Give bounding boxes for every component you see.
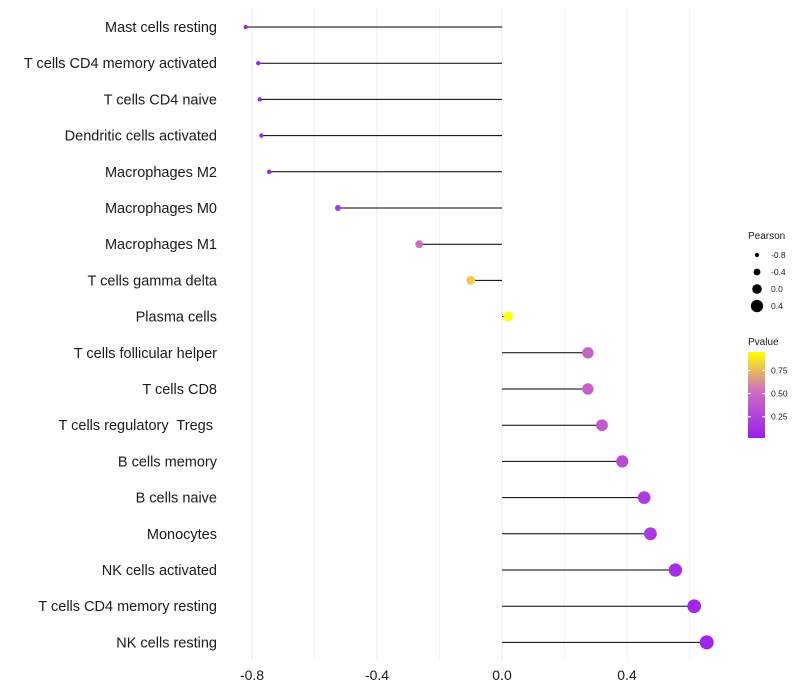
- category-labels: Mast cells resting T cells CD4 memory act…: [24, 20, 218, 651]
- point-t-cells-regulatory-tregs: [596, 419, 608, 432]
- point-t-cells-cd4-naive: [257, 97, 262, 102]
- pearson-legend-label: -0.8: [771, 250, 786, 260]
- point-dendritic-cells-activated: [259, 133, 264, 138]
- lollipop-stems: [245, 26, 707, 643]
- pvalue-legend-label: 0.75: [771, 365, 788, 375]
- category-label: Monocytes: [147, 527, 217, 543]
- point-macrophages-m1: [415, 240, 424, 249]
- category-label: T cells regulatory Tregs: [59, 418, 218, 434]
- point-b-cells-memory: [616, 455, 629, 468]
- pearson-legend-key: [753, 268, 761, 276]
- x-axis-tick-labels: -0.8 -0.4 0.0 0.4: [240, 667, 637, 683]
- category-label: T cells CD4 memory activated: [24, 56, 217, 72]
- pearson-legend-key: [752, 284, 762, 294]
- pearson-legend-label: 0.0: [771, 284, 783, 294]
- category-label: T cells CD4 memory resting: [38, 599, 217, 615]
- category-label: Plasma cells: [136, 310, 217, 326]
- category-label: T cells follicular helper: [74, 346, 217, 362]
- point-nk-cells-activated: [668, 563, 683, 577]
- point-b-cells-naive: [637, 491, 651, 504]
- point-t-cells-cd4-memory-resting: [687, 599, 702, 614]
- category-label: T cells CD4 naive: [104, 92, 217, 108]
- grid-lines: [251, 8, 690, 660]
- pvalue-legend-label: 0.50: [771, 389, 788, 399]
- category-label: B cells memory: [118, 454, 218, 470]
- category-label: NK cells resting: [116, 635, 217, 651]
- pearson-legend-label: -0.4: [771, 267, 786, 277]
- point-monocytes: [644, 527, 657, 541]
- x-tick-label: 0.4: [617, 667, 637, 683]
- pearson-legend-key: [750, 299, 764, 313]
- pvalue-legend-title: Pvalue: [748, 337, 779, 348]
- category-label: Macrophages M2: [105, 165, 217, 181]
- category-label: Macrophages M1: [105, 237, 217, 253]
- point-nk-cells-resting: [699, 635, 714, 650]
- point-macrophages-m2: [266, 169, 272, 175]
- pearson-legend-label: 0.4: [771, 301, 783, 311]
- point-plasma-cells: [503, 311, 514, 322]
- pvalue-colorbar: [748, 352, 765, 438]
- category-label: Dendritic cells activated: [65, 129, 217, 145]
- category-label: B cells naive: [136, 491, 217, 507]
- category-label: T cells gamma delta: [88, 273, 218, 289]
- x-tick-label: 0.0: [492, 667, 512, 683]
- point-t-cells-cd8: [582, 383, 594, 395]
- pvalue-legend: Pvalue 0.75 0.50 0.25: [748, 337, 788, 438]
- pearson-legend: Pearson -0.8 -0.4 0.0 0.4: [748, 231, 786, 313]
- point-t-cells-follicular-helper: [582, 347, 594, 359]
- category-label: NK cells activated: [102, 563, 217, 579]
- pearson-legend-title: Pearson: [748, 231, 785, 242]
- point-t-cells-cd4-memory-activated: [256, 61, 261, 66]
- point-mast-cells-resting: [243, 25, 248, 29]
- point-t-cells-gamma-delta: [466, 275, 476, 285]
- x-tick-label: -0.8: [240, 667, 264, 683]
- lollipop-points: [243, 25, 714, 650]
- x-tick-label: -0.4: [365, 667, 389, 683]
- category-label: Macrophages M0: [105, 201, 217, 217]
- category-label: T cells CD8: [142, 382, 217, 398]
- pvalue-legend-label: 0.25: [771, 412, 788, 422]
- pearson-legend-key: [754, 252, 760, 258]
- category-label: Mast cells resting: [105, 20, 217, 36]
- point-macrophages-m0: [334, 205, 341, 211]
